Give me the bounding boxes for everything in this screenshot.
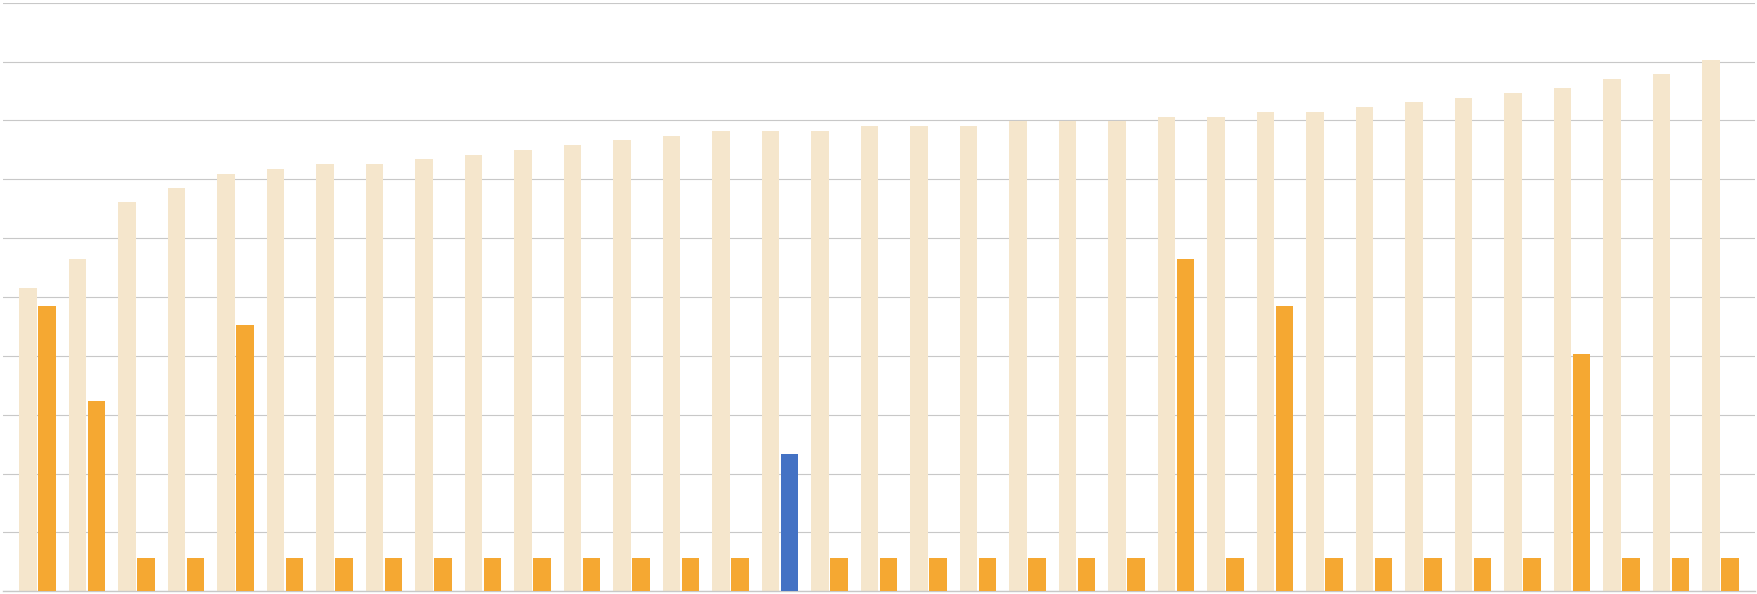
Bar <box>1226 558 1242 591</box>
Bar <box>515 150 531 591</box>
Bar <box>1404 102 1421 591</box>
Bar <box>959 126 977 591</box>
Bar <box>186 558 204 591</box>
Bar <box>633 558 650 591</box>
Bar <box>39 307 56 591</box>
Bar <box>712 131 729 591</box>
Bar <box>662 135 680 591</box>
Bar <box>613 140 631 591</box>
Bar <box>1423 558 1441 591</box>
Bar <box>532 558 550 591</box>
Bar <box>167 188 184 591</box>
Bar <box>286 558 302 591</box>
Bar <box>1175 259 1193 591</box>
Bar <box>780 454 798 591</box>
Bar <box>1028 558 1045 591</box>
Bar <box>1602 79 1620 591</box>
Bar <box>415 159 432 591</box>
Bar <box>1652 74 1669 591</box>
Bar <box>1256 112 1274 591</box>
Bar <box>1523 558 1539 591</box>
Bar <box>336 558 353 591</box>
Bar <box>385 558 402 591</box>
Bar <box>88 402 105 591</box>
Bar <box>861 126 878 591</box>
Bar <box>731 558 748 591</box>
Bar <box>979 558 996 591</box>
Bar <box>235 326 253 591</box>
Bar <box>1504 93 1522 591</box>
Bar <box>1701 60 1718 591</box>
Bar <box>1009 121 1026 591</box>
Bar <box>761 131 778 591</box>
Bar <box>829 558 847 591</box>
Bar <box>19 287 37 591</box>
Bar <box>1553 88 1571 591</box>
Bar <box>1158 116 1174 591</box>
Bar <box>1107 121 1124 591</box>
Bar <box>1472 558 1490 591</box>
Bar <box>464 154 481 591</box>
Bar <box>583 558 599 591</box>
Bar <box>1374 558 1392 591</box>
Bar <box>316 164 334 591</box>
Bar <box>69 259 86 591</box>
Bar <box>1355 107 1372 591</box>
Bar <box>682 558 699 591</box>
Bar <box>137 558 155 591</box>
Bar <box>1077 558 1095 591</box>
Bar <box>434 558 452 591</box>
Bar <box>1276 307 1293 591</box>
Bar <box>1325 558 1342 591</box>
Bar <box>483 558 501 591</box>
Bar <box>878 558 896 591</box>
Bar <box>564 145 582 591</box>
Bar <box>1207 116 1225 591</box>
Bar <box>1058 121 1075 591</box>
Bar <box>929 558 947 591</box>
Bar <box>1720 558 1738 591</box>
Bar <box>1573 354 1590 591</box>
Bar <box>810 131 828 591</box>
Bar <box>267 169 285 591</box>
Bar <box>1671 558 1688 591</box>
Bar <box>1305 112 1323 591</box>
Bar <box>1126 558 1144 591</box>
Bar <box>1455 97 1471 591</box>
Bar <box>1622 558 1639 591</box>
Bar <box>910 126 928 591</box>
Bar <box>118 202 135 591</box>
Bar <box>365 164 383 591</box>
Bar <box>218 173 234 591</box>
